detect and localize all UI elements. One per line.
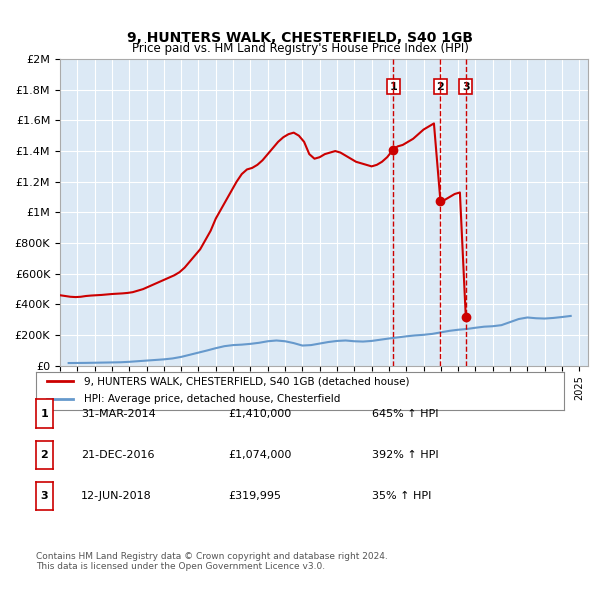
- Text: 9, HUNTERS WALK, CHESTERFIELD, S40 1GB: 9, HUNTERS WALK, CHESTERFIELD, S40 1GB: [127, 31, 473, 45]
- Text: 3: 3: [462, 81, 470, 91]
- Text: £1,074,000: £1,074,000: [228, 450, 292, 460]
- Text: 392% ↑ HPI: 392% ↑ HPI: [372, 450, 439, 460]
- Text: 1: 1: [389, 81, 397, 91]
- Text: Price paid vs. HM Land Registry's House Price Index (HPI): Price paid vs. HM Land Registry's House …: [131, 42, 469, 55]
- Text: HPI: Average price, detached house, Chesterfield: HPI: Average price, detached house, Ches…: [83, 394, 340, 404]
- Text: £1,410,000: £1,410,000: [228, 409, 291, 418]
- Text: 2: 2: [437, 81, 444, 91]
- Text: 2: 2: [41, 450, 48, 460]
- Text: 9, HUNTERS WALK, CHESTERFIELD, S40 1GB (detached house): 9, HUNTERS WALK, CHESTERFIELD, S40 1GB (…: [83, 376, 409, 386]
- Text: 12-JUN-2018: 12-JUN-2018: [81, 491, 152, 501]
- Text: 3: 3: [41, 491, 48, 501]
- Text: 645% ↑ HPI: 645% ↑ HPI: [372, 409, 439, 418]
- Text: Contains HM Land Registry data © Crown copyright and database right 2024.
This d: Contains HM Land Registry data © Crown c…: [36, 552, 388, 571]
- Text: 31-MAR-2014: 31-MAR-2014: [81, 409, 156, 418]
- Text: 1: 1: [41, 409, 48, 418]
- Text: 21-DEC-2016: 21-DEC-2016: [81, 450, 155, 460]
- Text: 35% ↑ HPI: 35% ↑ HPI: [372, 491, 431, 501]
- Text: £319,995: £319,995: [228, 491, 281, 501]
